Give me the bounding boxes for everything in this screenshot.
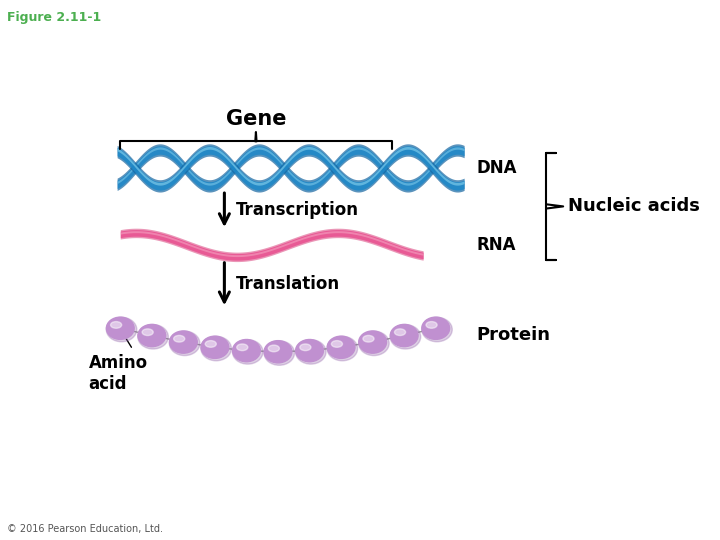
Ellipse shape: [363, 335, 374, 342]
Ellipse shape: [395, 329, 405, 335]
Text: © 2016 Pearson Education, Ltd.: © 2016 Pearson Education, Ltd.: [7, 523, 163, 534]
Ellipse shape: [205, 341, 216, 347]
Ellipse shape: [295, 340, 326, 364]
Ellipse shape: [300, 344, 311, 350]
Ellipse shape: [237, 344, 248, 350]
Ellipse shape: [296, 340, 323, 362]
Ellipse shape: [169, 331, 200, 355]
Text: Translation: Translation: [235, 275, 340, 293]
Ellipse shape: [327, 336, 358, 361]
Ellipse shape: [174, 335, 185, 342]
Ellipse shape: [107, 317, 134, 339]
Ellipse shape: [111, 322, 122, 328]
Ellipse shape: [201, 336, 231, 361]
Ellipse shape: [264, 341, 294, 365]
Ellipse shape: [331, 341, 343, 347]
Text: Protein: Protein: [477, 326, 551, 345]
Text: RNA: RNA: [477, 236, 516, 254]
Text: Figure 2.11-1: Figure 2.11-1: [7, 11, 102, 24]
Text: DNA: DNA: [477, 159, 517, 177]
Text: Gene: Gene: [225, 109, 286, 129]
Ellipse shape: [138, 325, 168, 349]
Ellipse shape: [233, 340, 263, 364]
Ellipse shape: [138, 325, 166, 347]
Ellipse shape: [426, 322, 437, 328]
Ellipse shape: [390, 325, 418, 347]
Ellipse shape: [264, 341, 292, 363]
Ellipse shape: [422, 317, 449, 339]
Ellipse shape: [359, 331, 387, 353]
Text: Amino
acid: Amino acid: [89, 354, 148, 393]
Ellipse shape: [390, 325, 420, 349]
Ellipse shape: [327, 336, 355, 359]
Ellipse shape: [107, 318, 137, 342]
Text: Nucleic acids: Nucleic acids: [568, 198, 700, 215]
Ellipse shape: [201, 336, 229, 359]
Ellipse shape: [233, 340, 261, 362]
Text: Transcription: Transcription: [235, 201, 359, 219]
Ellipse shape: [269, 345, 279, 352]
Ellipse shape: [169, 331, 197, 353]
Ellipse shape: [142, 329, 153, 335]
Ellipse shape: [422, 318, 452, 342]
Ellipse shape: [359, 331, 390, 355]
